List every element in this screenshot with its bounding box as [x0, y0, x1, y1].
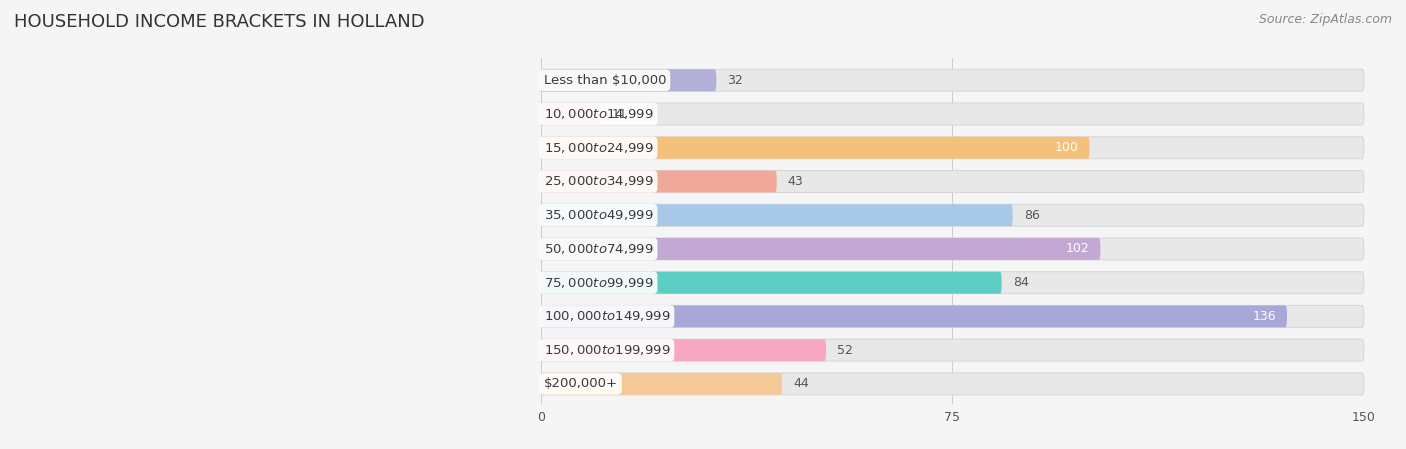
Text: 11: 11: [612, 107, 628, 120]
Text: Less than $10,000: Less than $10,000: [544, 74, 666, 87]
Text: 86: 86: [1024, 209, 1039, 222]
Text: $10,000 to $14,999: $10,000 to $14,999: [544, 107, 654, 121]
FancyBboxPatch shape: [541, 373, 782, 395]
FancyBboxPatch shape: [541, 305, 1364, 327]
FancyBboxPatch shape: [541, 305, 1286, 327]
Text: $200,000+: $200,000+: [544, 377, 617, 390]
FancyBboxPatch shape: [541, 272, 1364, 294]
FancyBboxPatch shape: [541, 171, 1364, 193]
Text: $50,000 to $74,999: $50,000 to $74,999: [544, 242, 654, 256]
Text: 84: 84: [1012, 276, 1029, 289]
Text: 44: 44: [793, 377, 808, 390]
FancyBboxPatch shape: [541, 103, 1364, 125]
FancyBboxPatch shape: [541, 272, 1001, 294]
Text: $35,000 to $49,999: $35,000 to $49,999: [544, 208, 654, 222]
Text: $25,000 to $34,999: $25,000 to $34,999: [544, 175, 654, 189]
FancyBboxPatch shape: [541, 238, 1101, 260]
Text: 43: 43: [787, 175, 803, 188]
Text: $150,000 to $199,999: $150,000 to $199,999: [544, 343, 671, 357]
Text: $15,000 to $24,999: $15,000 to $24,999: [544, 141, 654, 155]
FancyBboxPatch shape: [541, 137, 1090, 158]
FancyBboxPatch shape: [541, 339, 827, 361]
FancyBboxPatch shape: [541, 69, 717, 91]
Text: 136: 136: [1253, 310, 1277, 323]
FancyBboxPatch shape: [541, 137, 1364, 158]
Text: 102: 102: [1066, 242, 1090, 255]
FancyBboxPatch shape: [541, 103, 602, 125]
FancyBboxPatch shape: [541, 204, 1012, 226]
FancyBboxPatch shape: [541, 69, 1364, 91]
Text: HOUSEHOLD INCOME BRACKETS IN HOLLAND: HOUSEHOLD INCOME BRACKETS IN HOLLAND: [14, 13, 425, 31]
Text: 100: 100: [1054, 141, 1078, 154]
FancyBboxPatch shape: [541, 238, 1364, 260]
Text: $75,000 to $99,999: $75,000 to $99,999: [544, 276, 654, 290]
FancyBboxPatch shape: [541, 171, 776, 193]
Text: 32: 32: [727, 74, 744, 87]
FancyBboxPatch shape: [541, 339, 1364, 361]
Text: 52: 52: [837, 343, 853, 357]
Text: Source: ZipAtlas.com: Source: ZipAtlas.com: [1258, 13, 1392, 26]
FancyBboxPatch shape: [541, 373, 1364, 395]
Text: $100,000 to $149,999: $100,000 to $149,999: [544, 309, 671, 323]
FancyBboxPatch shape: [541, 204, 1364, 226]
